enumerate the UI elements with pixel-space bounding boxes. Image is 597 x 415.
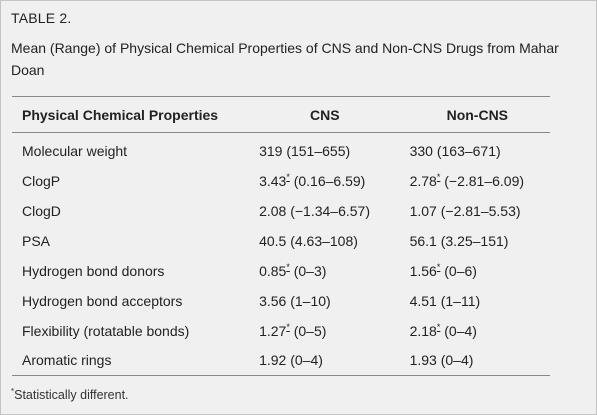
cns-value-cell: 3.43* (0.16–6.59): [245, 166, 405, 196]
non-mean: 2.18: [409, 322, 437, 339]
non-mean: 2.78: [409, 172, 437, 189]
non-range: (−2.81–5.53): [440, 202, 521, 219]
cns-range: (0–5): [293, 322, 327, 339]
cns-mean: 40.5: [259, 232, 287, 249]
non-cns-value-cell: 1.56* (0–6): [405, 256, 550, 286]
property-cell: Molecular weight: [22, 143, 128, 160]
cns-range: (151–655): [286, 143, 351, 160]
table-row: Hydrogen bond acceptors 3.56 (1–10) 4.51 (…: [12, 286, 550, 316]
cns-mean: 2.08: [259, 202, 287, 219]
table-body: Molecular weight 319 (151–655) 330 (163–67…: [12, 133, 550, 376]
property-cell: ClogP: [22, 172, 61, 189]
cns-mean: 319: [259, 143, 283, 160]
header-property: Physical Chemical Properties: [22, 106, 219, 123]
cns-range: (0.16–6.59): [293, 172, 366, 189]
cns-mean: 3.56: [259, 292, 287, 309]
table-row: Aromatic rings 1.92 (0–4) 1.93 (0–4): [12, 346, 550, 376]
non-cns-value-cell: 4.51 (1–11): [405, 286, 550, 316]
significance-mark: *: [286, 261, 290, 272]
cns-mean: 3.43: [259, 172, 287, 189]
cns-value-cell: 0.85* (0–3): [245, 256, 405, 286]
non-cns-value-cell: 2.18* (0–4): [405, 316, 550, 346]
footnote-text: Statistically different.: [14, 388, 129, 402]
table-label: TABLE 2.: [11, 10, 72, 26]
non-cns-value-cell: 330 (163–671): [405, 133, 550, 166]
cns-range: (−1.34–6.57): [290, 202, 370, 219]
header-cns: CNS: [310, 106, 340, 123]
property-cell: PSA: [22, 232, 51, 249]
cns-value-cell: 1.92 (0–4): [245, 346, 405, 376]
cns-mean: 0.85: [259, 262, 287, 279]
property-cell: ClogD: [22, 202, 61, 219]
property-cell: Hydrogen bond acceptors: [22, 292, 183, 309]
significance-mark: *: [436, 261, 441, 272]
non-range: (1–11): [440, 292, 481, 309]
table-row: Molecular weight 319 (151–655) 330 (163–67…: [12, 133, 550, 166]
non-range: (0–4): [444, 322, 477, 339]
cns-range: (0–4): [290, 352, 323, 369]
property-cell: Hydrogen bond donors: [22, 262, 165, 279]
non-range: (3.25–151): [440, 232, 509, 249]
cns-range: (4.63–108): [290, 232, 358, 249]
non-mean: 56.1: [409, 232, 437, 249]
significance-mark: *: [436, 171, 441, 182]
non-range: (0–6): [444, 262, 477, 279]
table-header-row: Physical Chemical Properties CNS Non-CNS: [12, 97, 550, 133]
non-mean: 4.51: [409, 292, 437, 309]
non-cns-value-cell: 2.78* (−2.81–6.09): [405, 166, 550, 196]
cns-mean: 1.27: [259, 322, 287, 339]
non-mean: 1.56: [409, 262, 437, 279]
table-row: Flexibility (rotatable bonds) 1.27* (0–5)…: [12, 316, 550, 346]
table-caption: Mean (Range) of Physical Chemical Proper…: [11, 40, 559, 78]
cns-value-cell: 2.08 (−1.34–6.57): [245, 196, 405, 226]
cns-value-cell: 3.56 (1–10): [245, 286, 405, 316]
non-cns-value-cell: 1.07 (−2.81–5.53): [405, 196, 550, 226]
property-cell: Aromatic rings: [22, 352, 112, 369]
cns-value-cell: 40.5 (4.63–108): [245, 226, 405, 256]
non-mean: 1.07: [409, 202, 437, 219]
table-footnote: *Statistically different.: [11, 387, 129, 402]
non-range: (163–671): [436, 143, 501, 160]
properties-table: Physical Chemical Properties CNS Non-CNS…: [12, 96, 550, 376]
cns-value-cell: 319 (151–655): [245, 133, 405, 166]
cns-mean: 1.92: [259, 352, 287, 369]
non-range: (−2.81–6.09): [444, 172, 525, 189]
non-cns-value-cell: 1.93 (0–4): [405, 346, 550, 376]
significance-mark: *: [286, 171, 290, 182]
non-mean: 330: [409, 143, 433, 160]
table-row: ClogD 2.08 (−1.34–6.57) 1.07 (−2.81–5.53): [12, 196, 550, 226]
header-non-cns: Non-CNS: [446, 106, 509, 123]
cns-range: (0–3): [293, 262, 327, 279]
table-row: Hydrogen bond donors 0.85* (0–3) 1.56* (0–…: [12, 256, 550, 286]
significance-mark: *: [286, 321, 290, 332]
non-range: (0–4): [440, 352, 474, 369]
non-cns-value-cell: 56.1 (3.25–151): [405, 226, 550, 256]
table-row: ClogP 3.43* (0.16–6.59) 2.78* (−2.81–6.09): [12, 166, 550, 196]
footnote-mark: *: [11, 387, 15, 396]
non-mean: 1.93: [409, 352, 437, 369]
significance-mark: *: [436, 321, 441, 332]
table-row: PSA 40.5 (4.63–108) 56.1 (3.25–151): [12, 226, 550, 256]
property-cell: Flexibility (rotatable bonds): [22, 322, 190, 339]
cns-range: (1–10): [290, 292, 331, 309]
cns-value-cell: 1.27* (0–5): [245, 316, 405, 346]
